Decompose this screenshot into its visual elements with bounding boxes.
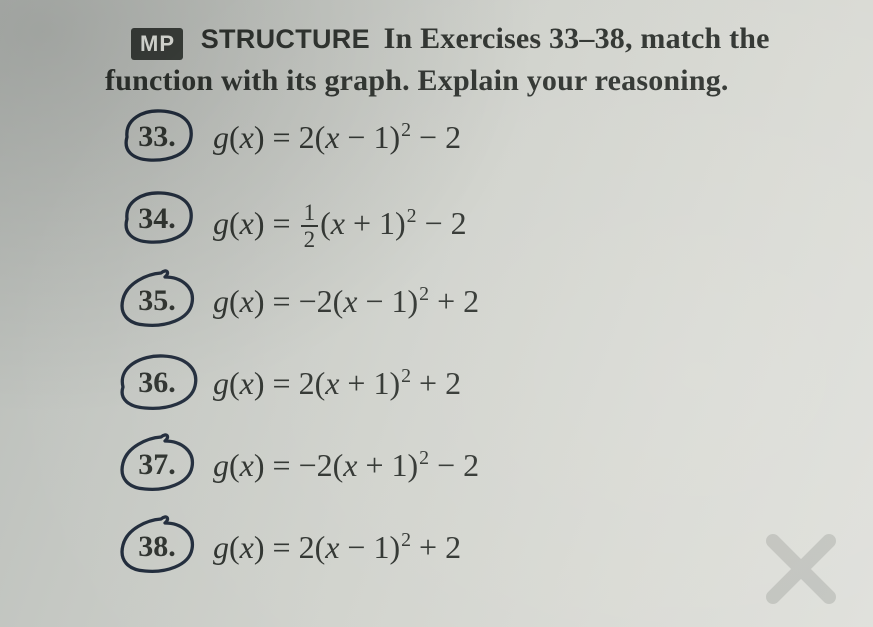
exercise-number-wrap: 36. <box>115 353 199 411</box>
exercise-number: 35. <box>115 271 199 329</box>
instruction-text-1: In Exercises 33–38, match the <box>384 22 770 55</box>
exercise-equation: g(x) = 2(x − 1)2 − 2 <box>213 119 835 156</box>
instruction-line-2: function with its graph. Explain your re… <box>105 62 835 100</box>
exercise-number: 34. <box>115 189 199 247</box>
exercise-item: 37.g(x) = −2(x + 1)2 − 2 <box>115 441 835 499</box>
exercise-item: 36.g(x) = 2(x + 1)2 + 2 <box>115 359 835 417</box>
page: MP STRUCTURE In Exercises 33–38, match t… <box>115 20 835 605</box>
exercise-item: 38.g(x) = 2(x − 1)2 + 2 <box>115 523 835 581</box>
instruction-line-1: MP STRUCTURE In Exercises 33–38, match t… <box>131 20 835 60</box>
exercise-item: 34.g(x) = 12(x + 1)2 − 2 <box>115 195 835 253</box>
exercise-number-wrap: 35. <box>115 271 199 329</box>
exercise-equation: g(x) = 2(x − 1)2 + 2 <box>213 529 835 566</box>
exercise-equation: g(x) = −2(x − 1)2 + 2 <box>213 283 835 320</box>
exercise-equation: g(x) = 2(x + 1)2 + 2 <box>213 365 835 402</box>
exercise-number-wrap: 38. <box>115 517 199 575</box>
exercise-equation: g(x) = 12(x + 1)2 − 2 <box>213 201 835 251</box>
exercise-number: 37. <box>115 435 199 493</box>
exercise-number-wrap: 34. <box>115 189 199 247</box>
exercise-equation: g(x) = −2(x + 1)2 − 2 <box>213 447 835 484</box>
exercise-number: 36. <box>115 353 199 411</box>
exercise-item: 33.g(x) = 2(x − 1)2 − 2 <box>115 113 835 171</box>
exercise-item: 35.g(x) = −2(x − 1)2 + 2 <box>115 277 835 335</box>
exercise-number-wrap: 33. <box>115 107 199 165</box>
exercise-number-wrap: 37. <box>115 435 199 493</box>
structure-keyword: STRUCTURE <box>201 24 370 54</box>
exercise-number: 38. <box>115 517 199 575</box>
exercise-number: 33. <box>115 107 199 165</box>
mp-badge: MP <box>131 28 183 60</box>
exercise-list: 33.g(x) = 2(x − 1)2 − 234.g(x) = 12(x + … <box>115 113 835 581</box>
